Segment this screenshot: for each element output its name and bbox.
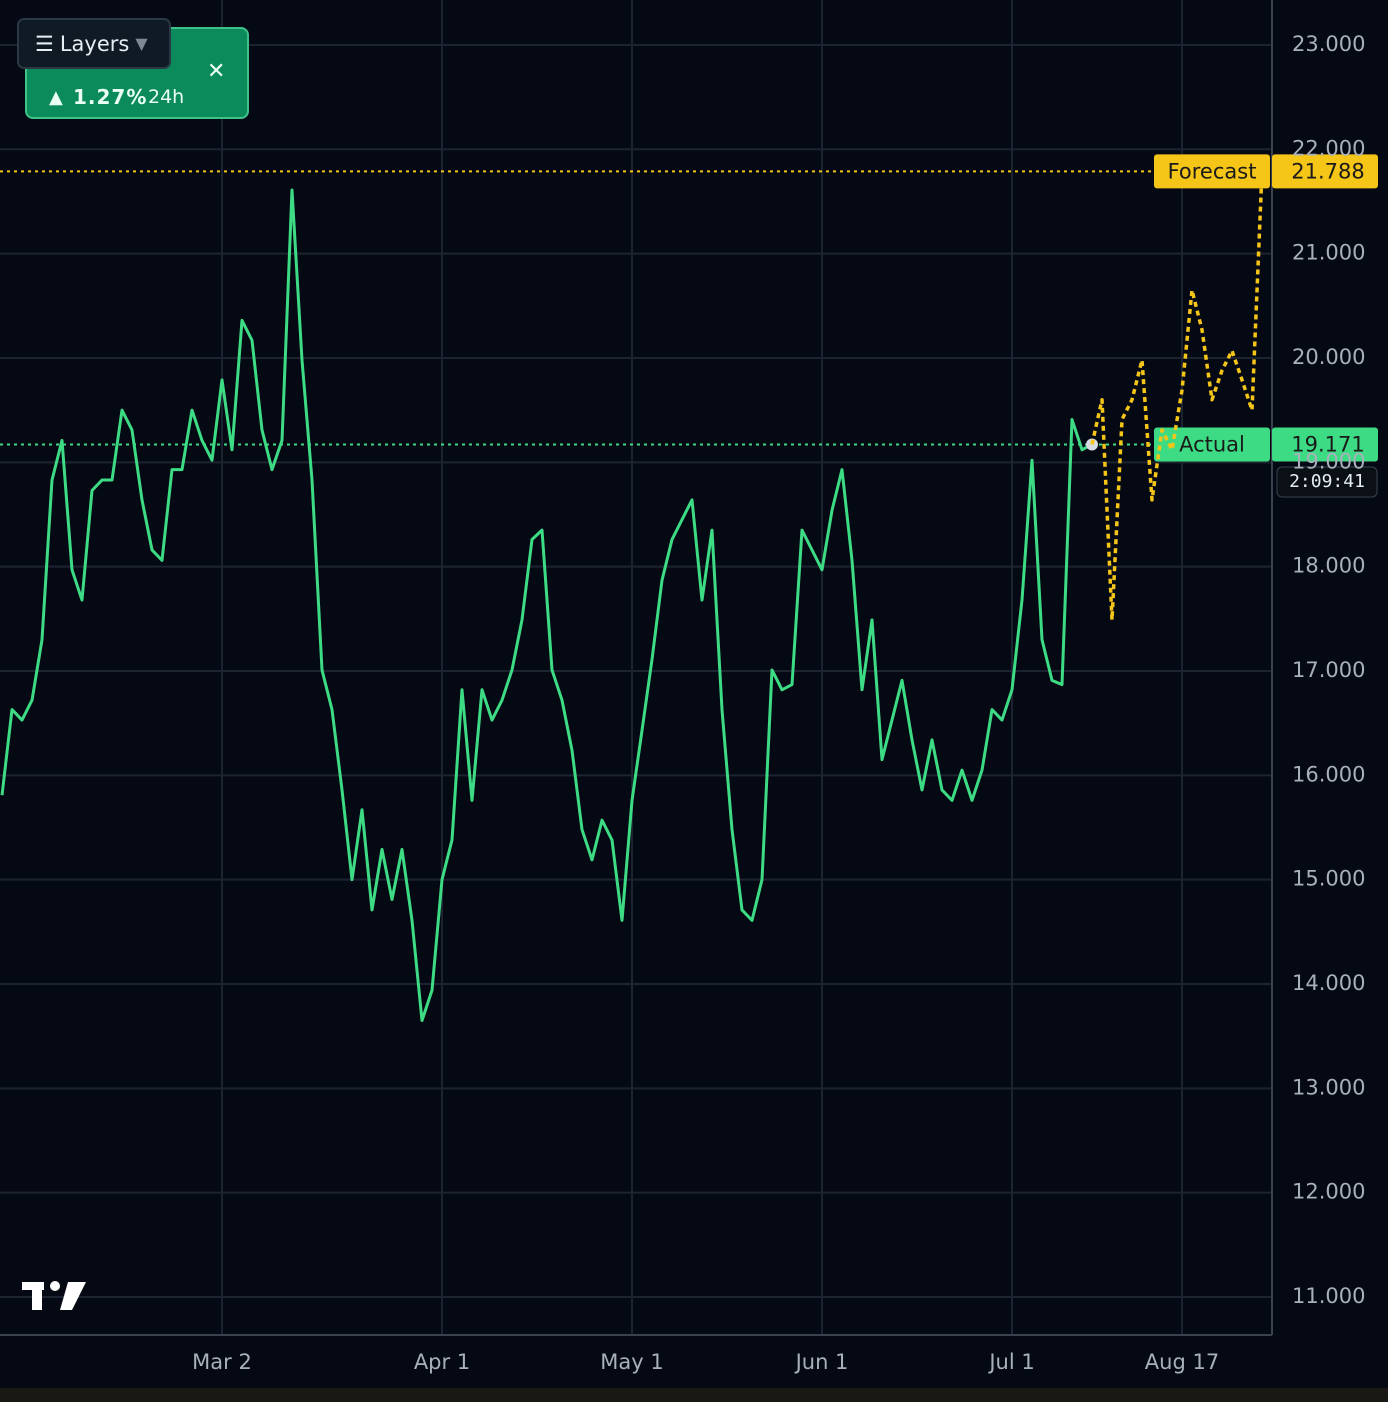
y-tick-label: 21.000	[1292, 241, 1365, 265]
series-line	[1090, 171, 1264, 622]
y-tick-label: 20.000	[1292, 345, 1365, 369]
change: 1.27%	[73, 85, 148, 109]
period: 24h	[148, 86, 185, 108]
tv-logo	[22, 1281, 86, 1310]
close-button[interactable]: ✕	[207, 59, 226, 84]
y-tick-label: 22.000	[1292, 136, 1365, 160]
y-tick-label: 23.000	[1292, 32, 1365, 56]
last-value-box	[1272, 154, 1378, 189]
grid	[0, 0, 1272, 1335]
countdown: 2:09:41	[1289, 471, 1365, 492]
y-tick-label: 14.000	[1292, 971, 1365, 995]
y-tick-label: 17.000	[1292, 658, 1365, 682]
y-tick-label: 11.000	[1292, 1284, 1365, 1308]
x-tick-label: Jun 1	[794, 1350, 849, 1374]
series-name: Forecast	[1168, 159, 1257, 183]
series-line	[0, 188, 1093, 1023]
y-tick-label: 13.000	[1292, 1075, 1365, 1099]
y-tick-label: 16.000	[1292, 762, 1365, 786]
series-name-box	[1154, 154, 1270, 189]
x-tick-label: Apr 1	[414, 1350, 470, 1374]
menu-icon: ☰	[35, 31, 54, 56]
series-name: Actual	[1179, 432, 1245, 456]
x-tick-label: Mar 2	[192, 1350, 252, 1374]
up-arrow: ▲	[49, 87, 63, 108]
countdown-box	[1276, 466, 1378, 498]
y-tick-label: 15.000	[1292, 867, 1365, 891]
y-tick-label: 12.000	[1292, 1180, 1365, 1204]
layers-label: Layers	[59, 31, 130, 56]
x-tick-label: Aug 17	[1145, 1350, 1219, 1374]
layers-button[interactable]: ☰ Layers ▼	[17, 18, 171, 69]
x-tick-label: May 1	[600, 1350, 663, 1374]
bottom-strip	[0, 1388, 1388, 1402]
series-name-box	[1154, 427, 1270, 462]
last-value-label: 21.788	[1291, 159, 1364, 183]
last-value-label: 19.171	[1291, 432, 1364, 456]
dropdown-icon: ▼	[135, 34, 148, 53]
x-tick-label: Jul 1	[987, 1350, 1034, 1374]
y-tick-label: 18.000	[1292, 554, 1365, 578]
plot: Actual 19.171 Forecast 21.788	[0, 154, 1378, 1023]
y-tick-label: 19.000	[1292, 449, 1365, 473]
last-value-box	[1272, 427, 1378, 462]
